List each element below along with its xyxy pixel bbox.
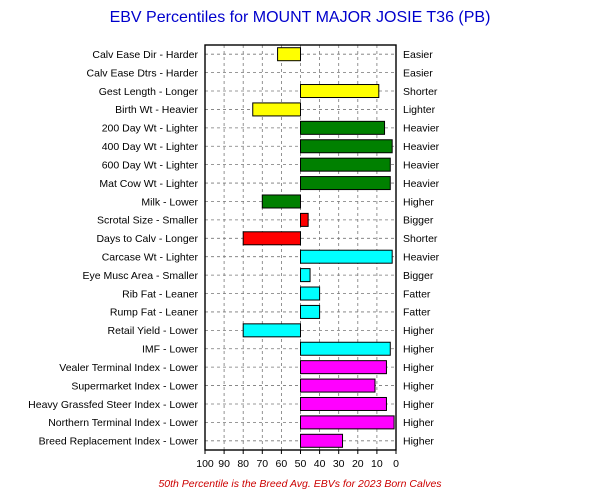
bar: [300, 304, 321, 319]
bar: [300, 415, 395, 430]
bar: [242, 231, 301, 246]
row-label-right: Higher: [403, 325, 434, 337]
row-label-left: Carcase Wt - Lighter: [102, 252, 199, 264]
bar: [300, 176, 391, 191]
row-label-right: Lighter: [403, 104, 436, 116]
x-tick-label: 20: [352, 458, 364, 470]
row-label-right: Higher: [403, 196, 434, 208]
bar: [300, 268, 311, 283]
row-label-left: Scrotal Size - Smaller: [97, 215, 198, 227]
row-label-left: Heavy Grassfed Steer Index - Lower: [28, 399, 198, 411]
bar: [300, 212, 309, 227]
bar: [300, 433, 344, 448]
x-tick-label: 10: [371, 458, 383, 470]
row-label-right: Shorter: [403, 233, 438, 245]
row-label-right: Higher: [403, 417, 434, 429]
row-label-right: Higher: [403, 399, 434, 411]
row-label-left: Eye Musc Area - Smaller: [82, 270, 198, 282]
bar: [277, 47, 301, 62]
row-label-left: Calv Ease Dir - Harder: [92, 49, 198, 61]
bar: [300, 120, 386, 135]
left-labels: Calv Ease Dir - Harder Calv Ease Dtrs - H…: [28, 49, 198, 448]
row-label-right: Easier: [403, 49, 433, 61]
row-label-left: Retail Yield - Lower: [108, 325, 199, 337]
row-label-left: IMF - Lower: [142, 344, 199, 356]
x-tick-label: 50: [295, 458, 307, 470]
row-label-right: Higher: [403, 344, 434, 356]
row-label-left: Supermarket Index - Lower: [71, 380, 198, 392]
right-labels: Easier Easier Shorter Lighter Heavier Heavier…: [403, 49, 440, 448]
row-label-right: Heavier: [403, 252, 440, 264]
row-label-right: Higher: [403, 362, 434, 374]
row-label-left: Vealer Terminal Index - Lower: [59, 362, 198, 374]
bar: [300, 360, 387, 375]
row-label-left: Breed Replacement Index - Lower: [39, 436, 199, 448]
row-label-right: Bigger: [403, 270, 434, 282]
row-label-right: Easier: [403, 67, 433, 79]
row-label-right: Higher: [403, 436, 434, 448]
bar: [300, 378, 376, 393]
bar: [300, 84, 380, 99]
row-label-right: Heavier: [403, 123, 440, 135]
x-tick-label: 70: [256, 458, 268, 470]
x-axis-ticks: 100 90 80 70 60 50 40 30 20 10 0: [196, 450, 399, 470]
x-tick-label: 90: [218, 458, 230, 470]
bar: [300, 157, 391, 172]
bar: [261, 194, 301, 209]
row-label-left: Northern Terminal Index - Lower: [48, 417, 198, 429]
row-label-left: Mat Cow Wt - Lighter: [99, 178, 198, 190]
row-label-right: Heavier: [403, 159, 440, 171]
row-label-left: 400 Day Wt - Lighter: [102, 141, 199, 153]
row-label-left: Milk - Lower: [141, 196, 198, 208]
row-label-left: 200 Day Wt - Lighter: [102, 123, 199, 135]
x-tick-label: 40: [314, 458, 326, 470]
bar: [252, 102, 301, 117]
row-label-right: Bigger: [403, 215, 434, 227]
x-tick-label: 100: [196, 458, 214, 470]
row-label-left: Birth Wt - Heavier: [115, 104, 198, 116]
row-label-right: Shorter: [403, 86, 438, 98]
x-tick-label: 60: [276, 458, 288, 470]
footnote: 50th Percentile is the Breed Avg. EBVs f…: [158, 478, 442, 490]
row-label-right: Fatter: [403, 307, 431, 319]
row-label-left: 600 Day Wt - Lighter: [102, 159, 199, 171]
row-label-right: Higher: [403, 380, 434, 392]
row-label-left: Rib Fat - Leaner: [122, 288, 198, 300]
bar: [300, 396, 387, 411]
bar: [300, 341, 391, 356]
bar: [300, 139, 393, 154]
bar: [242, 323, 301, 338]
x-tick-label: 80: [237, 458, 249, 470]
x-tick-label: 30: [333, 458, 345, 470]
row-label-left: Days to Calv - Longer: [96, 233, 198, 245]
row-label-left: Rump Fat - Leaner: [110, 307, 199, 319]
row-label-left: Calv Ease Dtrs - Harder: [87, 67, 199, 79]
row-label-left: Gest Length - Longer: [99, 86, 199, 98]
x-tick-label: 0: [393, 458, 399, 470]
bar: [300, 249, 393, 264]
bar: [300, 286, 321, 301]
row-label-right: Heavier: [403, 178, 440, 190]
row-label-right: Fatter: [403, 288, 431, 300]
bars: [242, 47, 395, 448]
row-label-right: Heavier: [403, 141, 440, 153]
chart-title: EBV Percentiles for MOUNT MAJOR JOSIE T3…: [110, 9, 491, 26]
